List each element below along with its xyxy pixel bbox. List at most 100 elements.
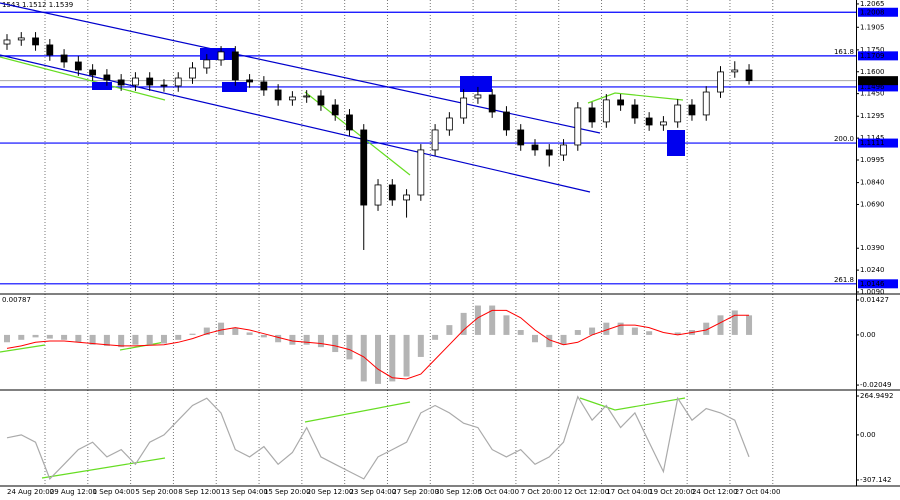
- histogram-bar: [218, 322, 225, 335]
- candle-body: [474, 94, 482, 99]
- y-tick-label: 1.1750: [860, 46, 885, 54]
- level-box: [858, 7, 898, 17]
- candle-body: [688, 104, 696, 116]
- candle-body: [46, 44, 54, 56]
- x-tick-label: 19 Oct 20:00: [649, 488, 695, 496]
- candle-body: [217, 51, 225, 61]
- histogram-bar: [674, 332, 681, 335]
- histogram-bar: [75, 334, 82, 343]
- histogram-bar: [432, 334, 439, 340]
- histogram-bar: [132, 334, 139, 345]
- histogram-bar: [89, 334, 96, 345]
- candle-body: [674, 104, 682, 123]
- x-tick-label: 30 Sep 12:00: [435, 488, 482, 496]
- candle-body: [346, 114, 353, 131]
- x-tick-label: 15 Sep 20:00: [264, 488, 311, 496]
- signal-line: [6, 309, 749, 380]
- x-tick-label: 1 Sep 04:00: [93, 488, 135, 496]
- zone-box: [667, 130, 685, 156]
- y-tick-label: 0.01427: [860, 296, 889, 304]
- x-tick-label: 24 Aug 20:00: [7, 488, 54, 496]
- y-tick-label: 0.00: [860, 431, 876, 439]
- candle-body: [431, 129, 439, 151]
- histogram-bar: [546, 334, 553, 348]
- y-tick-label: 1.0690: [860, 200, 885, 208]
- y-tick-label: 1.0390: [860, 244, 885, 252]
- histogram-bar: [631, 327, 638, 335]
- candle-body: [32, 37, 39, 46]
- histogram-bar: [317, 334, 324, 348]
- candle-body: [60, 54, 68, 63]
- histogram-bar: [289, 334, 296, 345]
- y-tick-label: 0.00: [860, 331, 876, 339]
- zone-box: [460, 76, 492, 92]
- divergence-line: [0, 344, 46, 353]
- candle-body: [374, 184, 382, 206]
- level-box: [858, 82, 898, 92]
- candle-body: [17, 37, 25, 41]
- candle-body: [617, 99, 625, 106]
- histogram-bar: [489, 305, 496, 335]
- divergence-line: [0, 56, 166, 101]
- channel-line: [0, 54, 591, 193]
- candle-body: [545, 149, 553, 156]
- level-box: [858, 51, 898, 61]
- candle-body: [588, 107, 596, 123]
- y-tick-label: 1.0240: [860, 266, 885, 274]
- candle-body: [331, 104, 339, 116]
- y-tick-label: -307.142: [860, 476, 891, 484]
- x-tick-label: 7 Oct 20:00: [521, 488, 562, 496]
- y-tick-label: 1.0995: [860, 156, 885, 164]
- level-label: 1.0146: [860, 280, 885, 288]
- candle-body: [117, 79, 125, 86]
- histogram-bar: [160, 334, 167, 344]
- header-text: 1543 1.1512 1.1539: [2, 1, 73, 9]
- candle-body: [503, 111, 510, 131]
- divergence-line: [41, 457, 166, 479]
- candle-body: [274, 89, 282, 101]
- histogram-bar: [560, 334, 567, 345]
- zone-box: [200, 48, 235, 60]
- divergence-line: [579, 397, 686, 411]
- histogram-bar: [246, 332, 253, 335]
- level-label: 1.2008: [860, 8, 885, 16]
- histogram-bar: [275, 334, 282, 343]
- candle-body: [288, 96, 296, 101]
- histogram-bar: [646, 331, 653, 335]
- candle-body: [602, 99, 610, 123]
- histogram-bar: [118, 334, 125, 348]
- candle-body: [317, 95, 325, 106]
- histogram-bar: [446, 325, 453, 335]
- x-tick-label: 5 Sep 20:00: [135, 488, 177, 496]
- histogram-bar: [175, 334, 182, 340]
- last-price-box: [858, 76, 898, 86]
- candle-body: [417, 149, 425, 196]
- candle-body: [388, 184, 396, 201]
- candle-body: [74, 61, 82, 71]
- histogram-bar: [303, 334, 310, 345]
- histogram-bar: [603, 322, 610, 335]
- histogram-bar: [232, 327, 239, 335]
- histogram-bar: [617, 322, 624, 335]
- level-label: 1.1709: [860, 52, 885, 60]
- candle-body: [231, 51, 239, 81]
- histogram-bar: [389, 334, 396, 382]
- x-tick-label: 8 Sep 12:00: [178, 488, 220, 496]
- y-tick-label: 1.0090: [860, 288, 885, 296]
- histogram-bar: [746, 315, 753, 335]
- candle-body: [260, 81, 268, 91]
- indicator-label: 0.00787: [2, 296, 31, 304]
- fib-label: 200.0: [834, 135, 854, 143]
- zone-box: [92, 82, 112, 90]
- divergence-line: [587, 92, 684, 104]
- histogram-bar: [375, 334, 382, 384]
- histogram-bar: [203, 327, 210, 335]
- histogram-bar: [517, 330, 524, 335]
- candle-body: [89, 69, 97, 76]
- candle-body: [702, 91, 710, 116]
- x-tick-label: 27 Sep 20:00: [392, 488, 439, 496]
- candle-body: [189, 67, 196, 79]
- candle-body: [660, 121, 667, 126]
- histogram-bar: [360, 334, 367, 382]
